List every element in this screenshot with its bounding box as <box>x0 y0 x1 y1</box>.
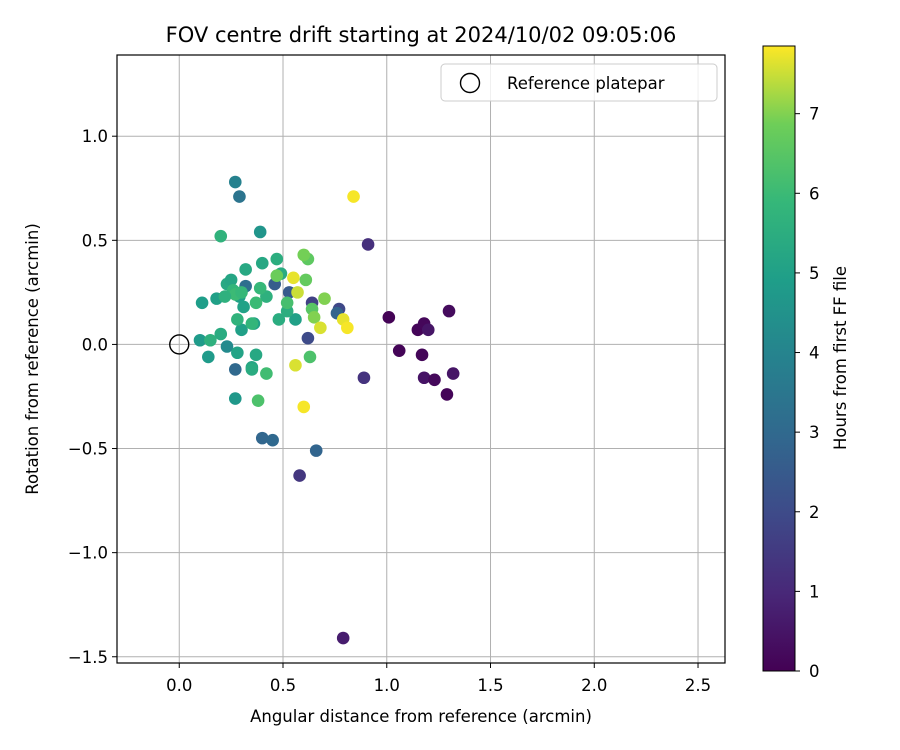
scatter-point <box>307 311 321 324</box>
scatter-point <box>289 358 302 372</box>
colorbar-gradient <box>762 45 796 672</box>
scatter-point <box>249 296 263 310</box>
scatter-point <box>303 350 317 364</box>
y-axis-label: Rotation from reference (arcmin) <box>23 223 42 495</box>
legend: Reference platepar <box>440 63 718 102</box>
colorbar-tick-label: 4 <box>809 344 820 363</box>
scatter-point <box>415 348 429 362</box>
scatter-point <box>202 350 215 364</box>
scatter-point <box>336 631 350 645</box>
colorbar-ticks: 0 1 2 3 4 5 6 7 <box>795 105 820 681</box>
scatter-point <box>214 229 228 243</box>
scatter-point <box>301 331 315 345</box>
scatter-point <box>417 371 431 385</box>
scatter-point <box>245 363 259 376</box>
scatter-point <box>266 433 279 447</box>
scatter-point <box>361 238 375 251</box>
scatter-point <box>357 371 371 385</box>
scatter-point <box>280 296 294 310</box>
colorbar-tick-label: 5 <box>809 264 820 283</box>
scatter-point <box>231 313 244 326</box>
scatter-point <box>392 344 406 357</box>
scatter-point <box>224 273 238 287</box>
scatter-point <box>347 190 360 203</box>
x-tick-label: 0.0 <box>166 676 192 695</box>
scatter-point <box>428 373 441 387</box>
y-tick-label: 1.0 <box>82 127 108 146</box>
colorbar-tick-label: 2 <box>809 503 820 522</box>
scatter-point <box>293 469 306 482</box>
y-axis-ticks: −1.5 −1.0 −0.5 0.0 0.5 1.0 <box>68 127 117 667</box>
scatter-point <box>382 311 396 324</box>
scatter-point <box>260 367 273 380</box>
scatter-point <box>228 175 242 189</box>
x-tick-label: 1.0 <box>374 676 400 695</box>
scatter-point <box>446 367 460 380</box>
legend-box <box>440 63 718 102</box>
scatter-point <box>291 286 304 299</box>
scatter-point <box>239 263 252 276</box>
scatter-point <box>272 313 286 326</box>
reference-platepar-marker <box>169 334 190 355</box>
scatter-point <box>287 271 300 285</box>
scatter-point <box>231 346 244 360</box>
x-tick-label: 2.5 <box>685 676 711 695</box>
scatter-point <box>341 321 354 335</box>
scatter-point <box>237 300 250 314</box>
scatter-point <box>421 323 435 337</box>
colorbar-tick-label: 7 <box>809 105 820 124</box>
scatter-point <box>218 290 232 303</box>
scatter-point <box>253 225 267 239</box>
scatter-point <box>235 286 248 299</box>
scatter-point <box>214 327 228 341</box>
x-axis-ticks: 0.0 0.5 1.0 1.5 2.0 2.5 <box>166 663 711 695</box>
scatter-point <box>255 256 269 270</box>
data-points <box>169 175 460 645</box>
scatter-point <box>442 304 456 318</box>
colorbar-tick-label: 3 <box>809 423 820 442</box>
y-tick-label: −1.0 <box>68 544 108 563</box>
x-tick-label: 2.0 <box>581 676 607 695</box>
scatter-point <box>289 313 302 326</box>
scatter-point <box>299 273 313 287</box>
legend-marker-open-circle <box>459 72 481 94</box>
colorbar-tick-label: 6 <box>809 184 820 203</box>
scatter-point <box>440 388 454 401</box>
scatter-point <box>228 392 242 405</box>
scatter-point <box>253 281 267 295</box>
y-tick-label: 0.5 <box>82 231 108 250</box>
colorbar-tick-label: 0 <box>809 662 820 681</box>
scatter-point <box>318 292 331 305</box>
scatter-point <box>195 296 209 310</box>
y-tick-label: −0.5 <box>68 440 108 459</box>
colorbar-label: Hours from first FF file <box>831 266 850 450</box>
x-axis-label: Angular distance from reference (arcmin) <box>250 707 592 726</box>
scatter-point <box>251 394 265 407</box>
scatter-point <box>204 333 217 347</box>
y-tick-label: −1.5 <box>68 648 108 667</box>
scatter-point <box>235 323 248 337</box>
scatter-point <box>314 321 327 335</box>
x-tick-label: 1.5 <box>477 676 503 695</box>
scatter-point <box>255 431 269 445</box>
scatter-point <box>233 190 246 203</box>
scatter-point <box>297 248 311 262</box>
scatter-point <box>297 400 311 414</box>
legend-label: Reference platepar <box>507 74 665 93</box>
scatter-point <box>245 317 259 330</box>
scatter-point <box>193 333 207 347</box>
scatter-point <box>249 348 263 362</box>
y-tick-label: 0.0 <box>82 335 108 354</box>
colorbar: 0 1 2 3 4 5 6 7 Hours from first FF file <box>762 45 850 681</box>
chart-title: FOV centre drift starting at 2024/10/02 … <box>166 23 677 47</box>
colorbar-tick-label: 1 <box>809 582 820 601</box>
scatter-point <box>270 269 284 283</box>
scatter-point <box>228 363 242 376</box>
scatter-point <box>270 252 284 266</box>
scatter-point <box>309 444 323 457</box>
plot-frame <box>116 54 726 664</box>
x-tick-label: 0.5 <box>270 676 296 695</box>
scatter-point <box>220 340 234 353</box>
